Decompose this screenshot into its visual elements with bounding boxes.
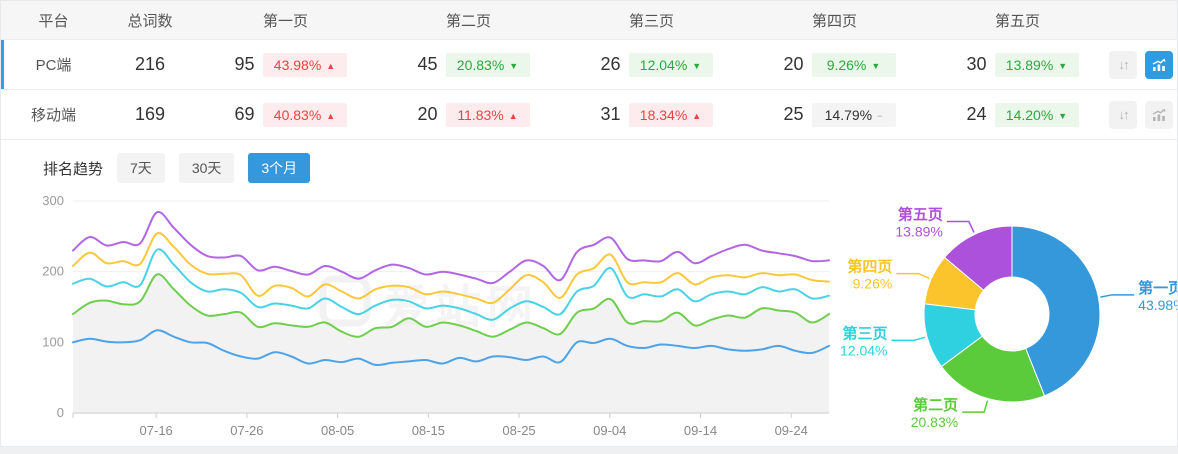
page3-cell: 26 12.04% ▼ (560, 52, 743, 77)
table-header-row: 平台 总词数 第一页 第二页 第三页 第四页 第五页 (1, 1, 1177, 40)
total-words-value: 169 (134, 104, 166, 124)
page2-pct-badge: 11.83% ▲ (445, 102, 530, 127)
page2-cell: 20 11.83% ▲ (377, 102, 560, 127)
svg-text:20.83%: 20.83% (911, 414, 958, 430)
svg-text:09-14: 09-14 (684, 423, 717, 438)
page5-cell: 24 14.20% ▼ (926, 102, 1109, 127)
page2-count: 45 (417, 54, 438, 74)
page4-pct-badge: 14.79% − (811, 102, 896, 127)
page5-count: 30 (966, 54, 987, 74)
svg-text:43.98%: 43.98% (1138, 297, 1178, 313)
svg-text:第一页: 第一页 (1138, 279, 1178, 297)
range-7d-button[interactable]: 7天 (117, 153, 165, 183)
bar-chart-icon (1152, 108, 1166, 121)
range-3m-button[interactable]: 3个月 (248, 153, 311, 183)
up-arrow-icon: ▲ (692, 110, 702, 121)
page3-cell: 31 18.34% ▲ (560, 102, 743, 127)
page5-cell: 30 13.89% ▼ (926, 52, 1109, 77)
page3-count: 31 (600, 104, 621, 124)
svg-text:9.26%: 9.26% (853, 276, 893, 292)
table-row-pc[interactable]: PC端 216 95 43.98% ▲ 45 20.83% ▼ 26 12.04% ▼… (1, 40, 1177, 90)
page1-pct-badge: 43.98% ▲ (262, 52, 347, 77)
col-header-page1: 第一页 (262, 12, 308, 30)
svg-text:第四页: 第四页 (847, 258, 892, 276)
trend-chart-button[interactable] (1145, 50, 1173, 79)
row-actions: ↓↑ (1109, 100, 1177, 129)
page1-cell: 69 40.83% ▲ (194, 102, 377, 127)
up-arrow-icon: ▲ (326, 110, 336, 121)
col-header-page2: 第二页 (445, 12, 491, 30)
range-30d-button[interactable]: 30天 (178, 153, 235, 183)
table-row-mobile[interactable]: 移动端 169 69 40.83% ▲ 20 11.83% ▲ 31 18.34% ▲… (1, 90, 1177, 140)
svg-text:200: 200 (42, 264, 64, 279)
page4-count: 25 (783, 104, 804, 124)
bar-chart-icon (1152, 58, 1166, 71)
page3-pct-badge: 12.04% ▼ (628, 52, 713, 77)
down-arrow-icon: ▼ (509, 60, 519, 71)
platform-label: 移动端 (30, 107, 76, 124)
svg-text:07-26: 07-26 (230, 423, 263, 438)
col-header-page4: 第四页 (811, 12, 857, 30)
svg-text:08-05: 08-05 (321, 423, 354, 438)
page1-count: 95 (234, 54, 255, 74)
rank-table: 平台 总词数 第一页 第二页 第三页 第四页 第五页 PC端 216 95 43… (1, 1, 1177, 140)
svg-text:08-25: 08-25 (502, 423, 535, 438)
svg-text:0: 0 (57, 405, 64, 420)
col-header-page3: 第三页 (628, 12, 674, 30)
down-arrow-icon: ▼ (871, 60, 881, 71)
page5-count: 24 (966, 104, 987, 124)
total-words-value: 216 (134, 54, 166, 74)
page1-cell: 95 43.98% ▲ (194, 52, 377, 77)
page2-pct-badge: 20.83% ▼ (445, 52, 530, 77)
col-header-total: 总词数 (127, 12, 173, 30)
trend-chart-button[interactable] (1145, 100, 1173, 129)
svg-text:第五页: 第五页 (898, 206, 943, 224)
page3-pct-badge: 18.34% ▲ (628, 102, 713, 127)
svg-text:100: 100 (42, 334, 64, 349)
page4-pct-badge: 9.26% ▼ (811, 52, 896, 77)
svg-text:12.04%: 12.04% (840, 342, 887, 358)
platform-label: PC端 (35, 57, 72, 74)
page2-count: 20 (417, 104, 438, 124)
svg-text:第二页: 第二页 (913, 396, 958, 414)
page5-pct-badge: 13.89% ▼ (994, 52, 1079, 77)
up-arrow-icon: ▲ (326, 60, 336, 71)
trend-toolbar: 排名趋势 7天 30天 3个月 (1, 140, 1177, 193)
svg-text:第三页: 第三页 (842, 324, 887, 342)
up-arrow-icon: ▲ (508, 110, 518, 121)
down-arrow-icon: ▼ (692, 60, 702, 71)
sort-updown-button[interactable]: ↓↑ (1109, 50, 1137, 79)
sort-updown-button[interactable]: ↓↑ (1109, 100, 1137, 129)
col-header-platform: 平台 (38, 12, 69, 30)
page1-count: 69 (234, 104, 255, 124)
page3-count: 26 (600, 54, 621, 74)
svg-text:13.89%: 13.89% (895, 224, 942, 240)
svg-text:07-16: 07-16 (140, 423, 173, 438)
charts-area: 0 100 200 300 爱站网 07-16 07-26 08-05 08-15 08-25 09… (1, 193, 1177, 446)
svg-text:09-04: 09-04 (593, 423, 626, 438)
page4-cell: 25 14.79% − (743, 102, 926, 127)
svg-text:09-24: 09-24 (775, 423, 808, 438)
col-header-page5: 第五页 (994, 12, 1040, 30)
page4-count: 20 (783, 54, 804, 74)
down-arrow-icon: ▼ (1058, 110, 1068, 121)
page5-pct-badge: 14.20% ▼ (994, 102, 1079, 127)
row-actions: ↓↑ (1109, 50, 1177, 79)
page4-cell: 20 9.26% ▼ (743, 52, 926, 77)
down-arrow-icon: ▼ (1058, 60, 1068, 71)
flat-dash-icon: − (877, 110, 883, 121)
trend-section-title: 排名趋势 (43, 160, 104, 178)
page2-cell: 45 20.83% ▼ (377, 52, 560, 77)
svg-text:300: 300 (42, 193, 64, 208)
page1-pct-badge: 40.83% ▲ (262, 102, 347, 127)
svg-text:08-15: 08-15 (412, 423, 445, 438)
